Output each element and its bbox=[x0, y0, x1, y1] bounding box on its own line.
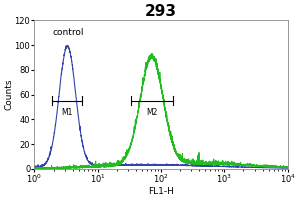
X-axis label: FL1-H: FL1-H bbox=[148, 187, 174, 196]
Text: M2: M2 bbox=[146, 108, 157, 117]
Y-axis label: Counts: Counts bbox=[4, 79, 13, 110]
Text: control: control bbox=[52, 28, 84, 37]
Title: 293: 293 bbox=[145, 4, 177, 19]
Text: M1: M1 bbox=[61, 108, 73, 117]
